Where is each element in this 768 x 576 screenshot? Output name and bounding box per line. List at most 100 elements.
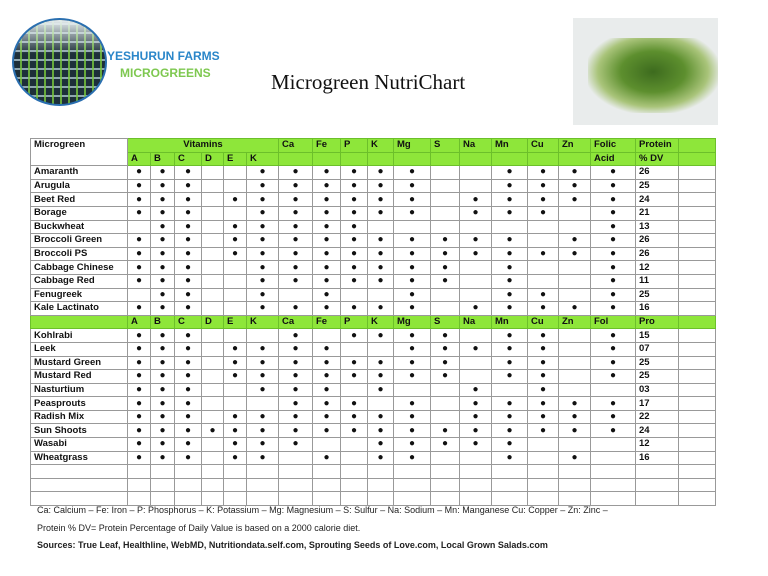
table-cell: Acid bbox=[590, 151, 636, 167]
table-cell bbox=[201, 464, 224, 479]
nutrient-dot: ● bbox=[367, 165, 394, 180]
nutrient-dot: ● bbox=[340, 205, 368, 221]
table-row bbox=[30, 464, 716, 479]
nutrient-dot bbox=[527, 260, 559, 275]
table-cell bbox=[459, 491, 492, 507]
nutrient-dot: ● bbox=[174, 165, 202, 180]
table-cell bbox=[223, 477, 247, 493]
nutrient-dot bbox=[223, 205, 247, 221]
nutrient-dot: ● bbox=[150, 396, 175, 411]
protein-value: 25 bbox=[635, 287, 679, 303]
nutrient-dot bbox=[558, 219, 591, 235]
nutrient-dot bbox=[558, 382, 591, 398]
nutrient-dot: ● bbox=[459, 382, 492, 398]
nutrient-dot: ● bbox=[340, 178, 368, 194]
table-row: Fenugreek ● ● ● ● ● ● ● ● 25 bbox=[30, 287, 716, 303]
nutrient-dot bbox=[430, 450, 460, 466]
nutrient-dot: ● bbox=[201, 423, 224, 439]
nutrient-dot: ● bbox=[150, 382, 175, 398]
nutrient-dot: ● bbox=[491, 287, 528, 303]
nutrient-dot: ● bbox=[174, 219, 202, 235]
nutrient-dot: ● bbox=[127, 450, 151, 466]
table-cell bbox=[678, 287, 716, 303]
nutrient-dot: ● bbox=[393, 192, 431, 207]
nutrient-dot: ● bbox=[590, 301, 636, 316]
table-cell bbox=[340, 464, 368, 479]
table-cell bbox=[312, 151, 341, 167]
table-cell bbox=[430, 464, 460, 479]
nutrient-dot bbox=[201, 219, 224, 235]
nutrient-dot: ● bbox=[312, 219, 341, 235]
nutrient-dot: ● bbox=[127, 369, 151, 384]
protein-value: 22 bbox=[635, 409, 679, 425]
table-row: Cabbage Red ● ● ● ● ● ● ● ● ● ● ● ● 11 bbox=[30, 273, 716, 289]
nutrient-dot: ● bbox=[590, 178, 636, 194]
nutrient-dot: ● bbox=[278, 165, 313, 180]
nutrient-dot bbox=[340, 382, 368, 398]
nutrient-dot: ● bbox=[393, 355, 431, 371]
nutrient-dot: ● bbox=[340, 192, 368, 207]
nutrient-dot: ● bbox=[367, 382, 394, 398]
nutrient-dot: ● bbox=[312, 341, 341, 357]
nutrient-dot bbox=[430, 301, 460, 316]
nutrient-dot bbox=[430, 287, 460, 303]
nutrient-dot: ● bbox=[527, 355, 559, 371]
nutrient-dot: ● bbox=[312, 178, 341, 194]
nutrient-dot: ● bbox=[340, 409, 368, 425]
nutrient-dot: ● bbox=[393, 273, 431, 289]
nutrient-dot: ● bbox=[278, 233, 313, 248]
table-cell bbox=[678, 437, 716, 452]
microgreen-name: Broccoli PS bbox=[30, 246, 128, 262]
protein-value: 25 bbox=[635, 355, 679, 371]
column-header: K bbox=[367, 314, 394, 330]
table-cell bbox=[527, 464, 559, 479]
nutrient-dot bbox=[367, 287, 394, 303]
column-header-vitamin: E bbox=[223, 151, 247, 167]
table-cell bbox=[174, 464, 202, 479]
nutrient-dot bbox=[278, 287, 313, 303]
nutrient-dot: ● bbox=[491, 205, 528, 221]
column-header-protein: Protein bbox=[635, 138, 679, 153]
table-cell bbox=[678, 138, 716, 153]
nutrient-dot: ● bbox=[246, 382, 279, 398]
nutrient-dot bbox=[459, 328, 492, 343]
header-row: A B C D E K Acid% DV bbox=[31, 151, 716, 167]
nutrient-dot bbox=[223, 273, 247, 289]
protein-value: 15 bbox=[635, 328, 679, 343]
table-cell bbox=[678, 409, 716, 425]
table-cell bbox=[678, 396, 716, 411]
nutrient-dot bbox=[223, 382, 247, 398]
table-cell bbox=[278, 477, 313, 493]
nutrient-dot: ● bbox=[312, 287, 341, 303]
nutrient-dot bbox=[590, 450, 636, 466]
nutrient-dot bbox=[367, 396, 394, 411]
table-cell bbox=[678, 260, 716, 275]
nutrient-dot: ● bbox=[246, 409, 279, 425]
table-cell: % DV bbox=[635, 151, 679, 167]
nutrient-dot bbox=[223, 165, 247, 180]
nutrient-dot: ● bbox=[393, 396, 431, 411]
nutrient-dot bbox=[430, 219, 460, 235]
nutrient-dot: ● bbox=[174, 341, 202, 357]
microgreen-name: Mustard Green bbox=[30, 355, 128, 371]
nutrient-dot: ● bbox=[340, 273, 368, 289]
table-cell bbox=[367, 477, 394, 493]
microgreen-name: Amaranth bbox=[30, 165, 128, 180]
nutrient-dot: ● bbox=[459, 192, 492, 207]
table-row: Borage ● ● ● ● ● ● ● ● ● ● ● ● ● 21 bbox=[30, 205, 716, 221]
nutrient-dot bbox=[127, 287, 151, 303]
header-row: Microgreen Vitamins Ca Fe P K Mg S Na Mn Cu Zn Folic… bbox=[30, 137, 716, 167]
nutrient-dot: ● bbox=[127, 328, 151, 343]
nutrient-dot: ● bbox=[340, 301, 368, 316]
table-cell bbox=[678, 314, 716, 330]
nutrient-dot: ● bbox=[367, 246, 394, 262]
table-cell bbox=[635, 477, 679, 493]
nutrient-dot bbox=[201, 437, 224, 452]
nutrient-dot: ● bbox=[527, 382, 559, 398]
nutrient-dot: ● bbox=[312, 246, 341, 262]
nutrition-table: Microgreen Vitamins Ca Fe P K Mg S Na Mn Cu Zn Folic… bbox=[30, 137, 716, 507]
nutrient-dot: ● bbox=[367, 233, 394, 248]
protein-value: 12 bbox=[635, 437, 679, 452]
table-cell bbox=[491, 464, 528, 479]
column-header: Mn bbox=[491, 314, 528, 330]
